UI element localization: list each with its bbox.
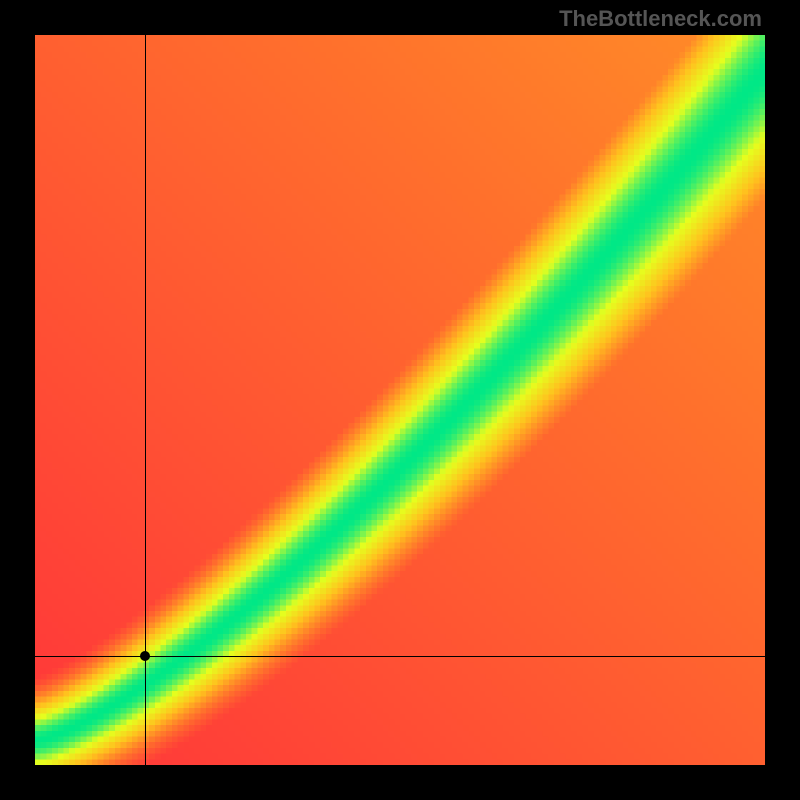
watermark-text: TheBottleneck.com (559, 6, 762, 32)
heatmap-plot (35, 35, 765, 765)
crosshair-marker (140, 651, 150, 661)
